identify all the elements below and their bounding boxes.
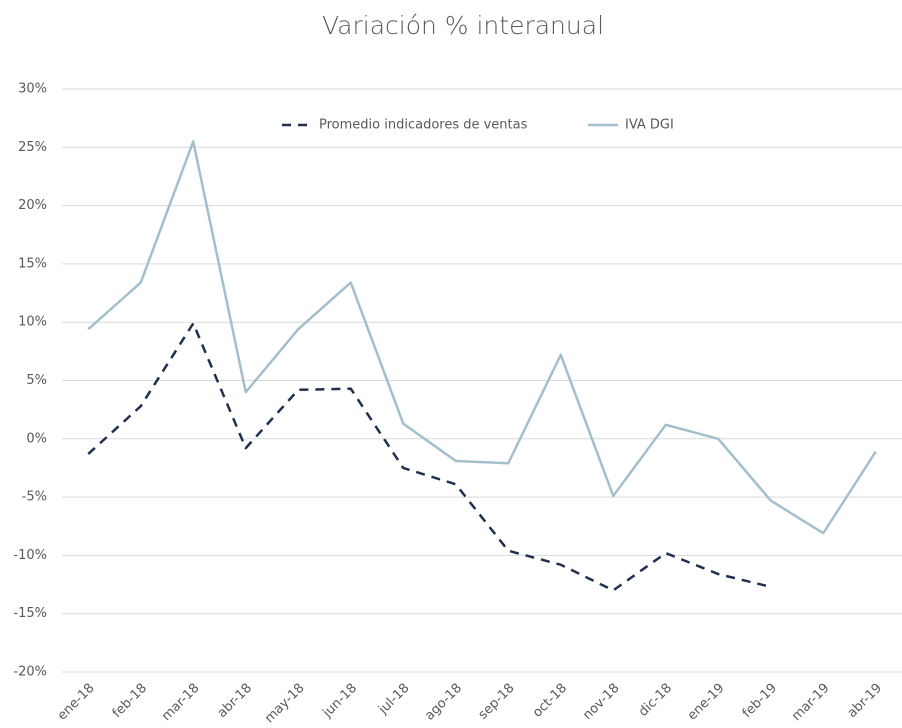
x-tick-label: ago-18 <box>422 681 465 724</box>
legend-label: IVA DGI <box>625 118 674 133</box>
y-tick-label: 20% <box>18 198 47 213</box>
y-tick-label: 10% <box>18 315 47 330</box>
series-line <box>87 322 772 592</box>
y-tick-label: 30% <box>18 82 47 97</box>
legend-label: Promedio indicadores de ventas <box>319 118 528 133</box>
y-tick-label: -5% <box>22 490 47 505</box>
x-tick-label: feb-19 <box>740 681 780 721</box>
x-tick-label: nov-18 <box>580 681 622 723</box>
chart-title: Variación % interanual <box>322 11 604 40</box>
x-tick-label: feb-18 <box>110 681 150 721</box>
x-tick-label: ene-18 <box>55 681 98 724</box>
y-tick-label: 5% <box>26 373 47 388</box>
y-tick-label: -20% <box>13 665 47 680</box>
x-tick-label: ene-19 <box>685 681 728 724</box>
x-tick-label: abr-18 <box>215 681 255 721</box>
x-tick-label: dic-18 <box>636 681 675 720</box>
x-tick-label: jun-18 <box>320 681 361 722</box>
x-tick-label: jul-18 <box>375 681 412 718</box>
x-tick-label: mar-18 <box>159 681 202 724</box>
x-tick-label: mar-19 <box>789 681 832 724</box>
x-tick-label: may-18 <box>262 681 307 726</box>
y-tick-label: -15% <box>13 606 47 621</box>
y-tick-label: 25% <box>18 140 47 155</box>
x-tick-label: oct-18 <box>530 681 570 721</box>
x-tick-label: sep-18 <box>476 681 518 723</box>
y-tick-label: -10% <box>13 548 47 563</box>
x-tick-label: abr-19 <box>845 681 885 721</box>
y-tick-label: 15% <box>18 256 47 271</box>
y-tick-label: 0% <box>26 431 47 446</box>
series-line <box>87 140 877 535</box>
